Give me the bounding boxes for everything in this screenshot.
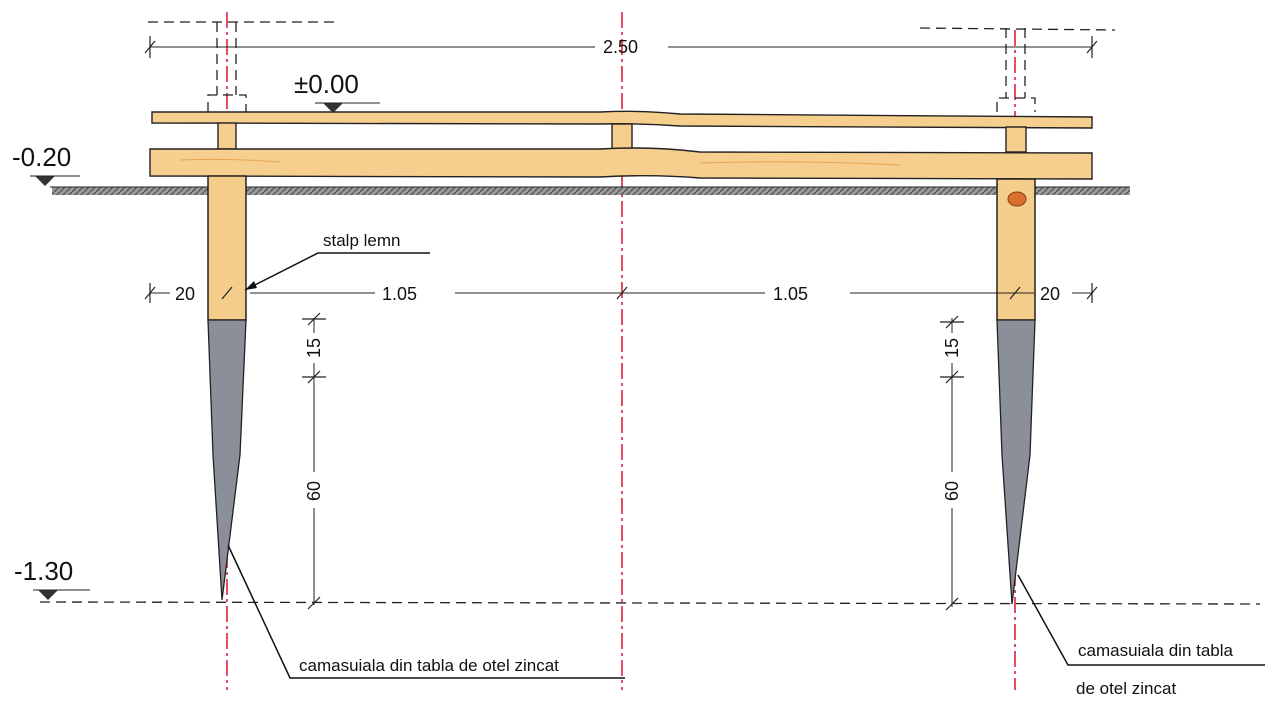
dim-row-tick-3 <box>616 286 628 300</box>
leader-post <box>244 252 430 291</box>
post-cap-left <box>217 122 237 150</box>
spike-left <box>207 319 247 601</box>
dim-span-left-label: 1.05 <box>382 284 417 304</box>
ground-hatch <box>52 187 1130 195</box>
hidden-top-right <box>919 27 1116 31</box>
dim-vert-left-gap-1 <box>304 333 324 363</box>
dim-vert-right-gap-2 <box>942 472 962 508</box>
dim-row-tick-4 <box>1009 286 1021 300</box>
hidden-cap-left <box>207 94 247 112</box>
main-beam <box>149 147 1093 180</box>
bottom-level-line <box>39 601 1261 605</box>
dim-row-tick-2 <box>221 286 233 300</box>
dim-post-right-label: 20 <box>1040 284 1060 304</box>
dim-cap-left-label: 15 <box>304 338 324 358</box>
level-marker-top <box>323 103 343 113</box>
leader-sheath-right <box>1017 574 1265 666</box>
label-sheath-left: camasuiala din tabla de otel zincat <box>299 656 559 675</box>
level-top-label: ±0.00 <box>294 69 359 99</box>
dim-vert-right-tick-3 <box>945 597 959 611</box>
level-bottom-label: -1.30 <box>14 556 73 586</box>
beam-grain-b <box>699 161 901 166</box>
level-marker-bottom <box>38 590 58 600</box>
label-sheath-right-line1: camasuiala din tabla <box>1078 641 1234 660</box>
dim-spike-right-label: 60 <box>942 481 962 501</box>
beam-grain-a <box>179 158 281 163</box>
dim-cap-right-label: 15 <box>942 338 962 358</box>
bolt-right <box>1007 191 1027 207</box>
dim-vert-left-gap-2 <box>304 472 324 508</box>
dim-post-left-label: 20 <box>175 284 195 304</box>
dim-overall-label: 2.50 <box>603 37 638 57</box>
level-ground-label: -0.20 <box>12 142 71 172</box>
dim-span-right-label: 1.05 <box>773 284 808 304</box>
leader-sheath-left <box>227 544 625 679</box>
label-sheath-right-line2: de otel zincat <box>1076 679 1176 698</box>
post-cap-right <box>1005 126 1027 153</box>
spike-right <box>996 319 1036 605</box>
post-left <box>207 175 247 321</box>
hidden-cap-right <box>996 97 1036 112</box>
level-marker-ground <box>35 176 55 186</box>
post-cap-center <box>611 123 633 150</box>
dim-vert-left-tick-3 <box>307 596 321 610</box>
dim-spike-left-label: 60 <box>304 481 324 501</box>
dim-vert-right-gap-1 <box>942 333 962 363</box>
label-post: stalp lemn <box>323 231 400 250</box>
leader-post-arrow <box>245 281 257 290</box>
